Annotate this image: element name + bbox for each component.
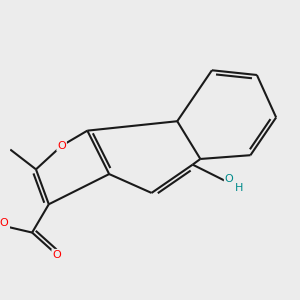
Text: O: O <box>225 174 233 184</box>
Text: O: O <box>52 250 61 260</box>
Text: O: O <box>57 141 66 151</box>
Text: H: H <box>234 183 243 193</box>
Text: O: O <box>0 218 8 228</box>
